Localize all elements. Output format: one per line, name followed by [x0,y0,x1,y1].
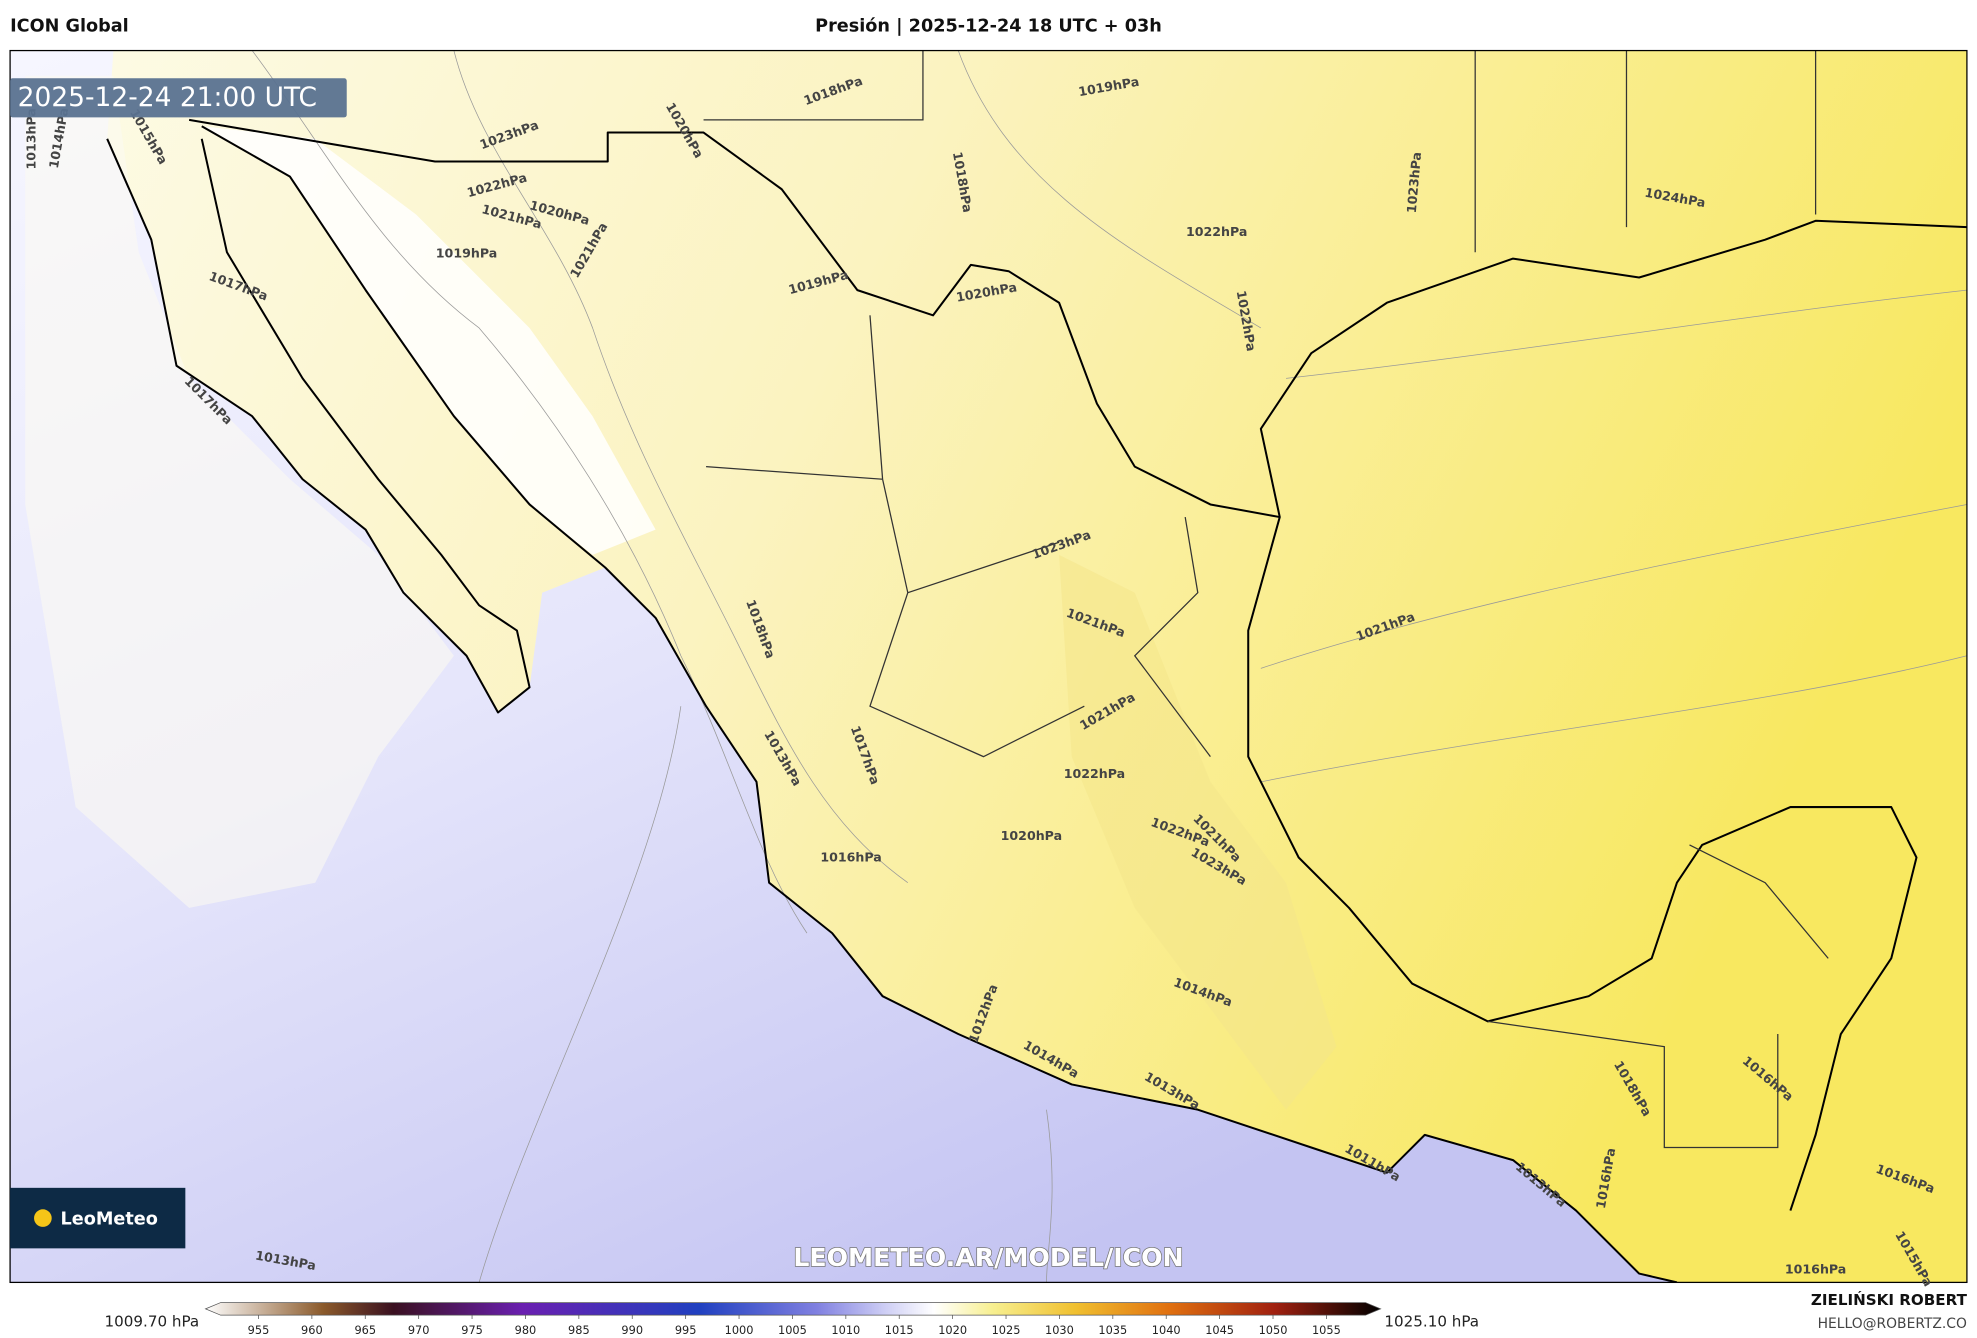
coastline [1247,219,1967,1211]
isobar [1286,289,1967,379]
contact: HELLO@ROBERTZ.CO [1818,1316,1967,1332]
author: ZIELIŃSKI ROBERT [1811,1290,1968,1309]
coastline [201,125,1678,1283]
colorbar-tick-label: 1000 [725,1323,754,1337]
colorbar-min: 1009.70 hPa [105,1313,200,1331]
colorbar-ticks: 955 960 965 970 975 980 985 990 995 1000 1005 1010 1… [248,1315,1341,1337]
map-title: Presión | 2025-12-24 18 UTC + 03h [815,17,1162,37]
colorbar-tick-label: 1035 [1098,1323,1127,1337]
colorbar-tick-label: 1040 [1152,1323,1181,1337]
country-border [188,118,1280,519]
colorbar-tick-label: 1025 [992,1323,1021,1337]
isobar [1046,1109,1053,1283]
colorbar-tick-label: 1055 [1312,1323,1341,1337]
colorbar-tick-label: 1020 [938,1323,967,1337]
baja-offshore-field [25,75,454,908]
colorbar-tick-label: 1015 [885,1323,914,1337]
colorbar-tick-label: 975 [461,1323,483,1337]
colorbar-tick-label: 990 [621,1323,643,1337]
valid-time: 2025-12-24 21:00 UTC [18,82,317,113]
colorbar-tick-label: 970 [408,1323,430,1337]
colorbar-tick-label: 955 [248,1323,270,1337]
logo: LeoMeteo [61,1209,158,1229]
colorbar-tick-label: 995 [675,1323,697,1337]
isobar-label: 1016hPa [1785,1262,1846,1277]
highland-field [1059,554,1337,1110]
model-name: ICON Global [10,17,129,37]
isobar-label: 1022hPa [1064,766,1125,781]
colorbar-tick-label: 985 [568,1323,590,1337]
coastline [106,138,531,714]
isobar [957,50,1262,329]
map-frame [9,49,1968,1284]
isobar-label: 1013hPa [23,108,38,169]
gulf-of-california-field [201,126,656,555]
colorbar-tick-label: 1045 [1205,1323,1234,1337]
colorbar-tick-label: 1050 [1259,1323,1288,1337]
isobar-label: 1023hPa [1404,151,1424,213]
isobar [251,50,808,934]
isobar-label: 1016hPa [820,849,881,864]
isobar [1260,504,1967,669]
pacific-field [10,50,1677,1283]
isobar [478,706,682,1283]
colorbar-max: 1025.10 hPa [1384,1313,1479,1331]
colorbar-tick-label: 1010 [831,1323,860,1337]
state-border [703,50,1829,1149]
isobar [453,50,909,884]
isobar-label: 1019hPa [436,245,497,260]
logo-sun [34,1209,52,1227]
timestamp-box [10,78,347,118]
colorbar-tick-label: 1005 [778,1323,807,1337]
colorbar-tick-label: 1030 [1045,1323,1074,1337]
map [10,50,1967,1283]
colorbar-tick-label: 980 [515,1323,537,1337]
colorbar-tick-label: 965 [354,1323,376,1337]
watermark: LEOMETEO.AR/MODEL/ICON [793,1243,1183,1272]
isobar-label: 1020hPa [1001,828,1062,843]
colorbar-tick-label: 960 [301,1323,323,1337]
colorbar [204,1302,1382,1316]
isobar [1260,655,1967,783]
isobar-label: 1022hPa [1186,224,1247,239]
